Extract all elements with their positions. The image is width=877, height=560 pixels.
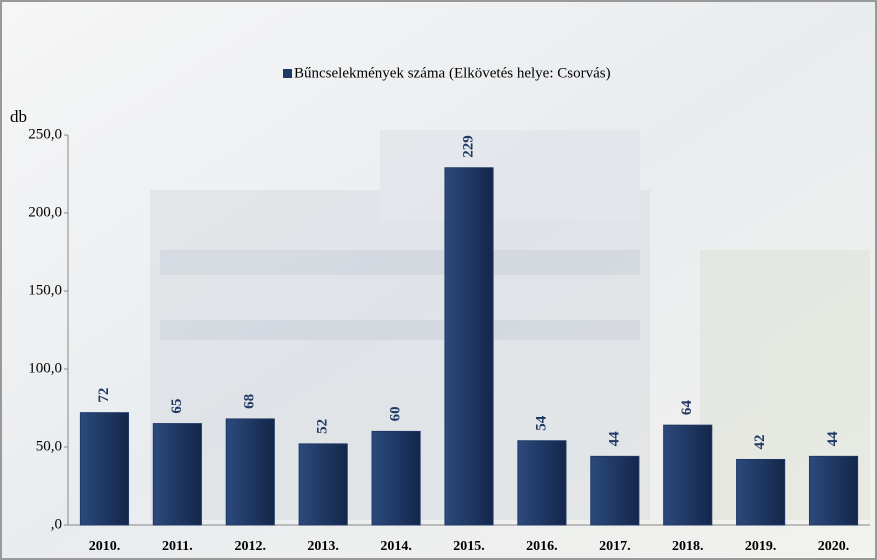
x-tick-label: 2019.	[745, 539, 777, 554]
value-label: 72	[96, 388, 112, 403]
x-tick-label: 2011.	[162, 539, 193, 554]
value-label: 44	[825, 431, 841, 447]
value-label: 64	[679, 400, 695, 416]
bar	[663, 424, 713, 526]
y-tick-label: 50,0	[36, 438, 62, 454]
bar	[225, 418, 275, 526]
x-tick-label: 2018.	[672, 539, 704, 554]
bar	[444, 167, 494, 526]
x-tick-label: 2017.	[599, 539, 631, 554]
legend-label: Bűncselekmények száma (Elkövetés helye: …	[294, 65, 611, 81]
bar	[152, 423, 202, 526]
x-tick-label: 2020.	[818, 539, 850, 554]
bar	[371, 430, 421, 526]
value-label: 60	[388, 406, 404, 421]
bar	[298, 443, 348, 526]
y-tick-label: 100,0	[28, 360, 62, 376]
y-tick-label: 200,0	[28, 204, 62, 220]
bar	[517, 440, 567, 526]
bar	[736, 458, 786, 526]
x-tick-label: 2016.	[526, 539, 558, 554]
value-label: 54	[533, 415, 549, 431]
x-tick-label: 2013.	[307, 539, 339, 554]
value-label: 52	[315, 419, 331, 434]
value-label: 229	[460, 135, 476, 158]
value-label: 42	[752, 434, 768, 449]
value-label: 44	[606, 431, 622, 447]
value-label: 65	[169, 399, 185, 414]
x-tick-label: 2010.	[89, 539, 121, 554]
y-axis-label: db	[10, 107, 27, 126]
y-tick-label: 150,0	[28, 282, 62, 298]
x-tick-label: 2015.	[453, 539, 485, 554]
bar	[590, 455, 640, 526]
x-tick-label: 2012.	[235, 539, 267, 554]
y-tick-label: ,0	[51, 516, 62, 532]
bar	[79, 412, 130, 526]
value-label: 68	[242, 394, 258, 409]
legend-swatch	[283, 69, 292, 78]
x-tick-label: 2014.	[380, 539, 412, 554]
bar	[808, 455, 859, 526]
y-tick-label: 250,0	[28, 126, 62, 142]
